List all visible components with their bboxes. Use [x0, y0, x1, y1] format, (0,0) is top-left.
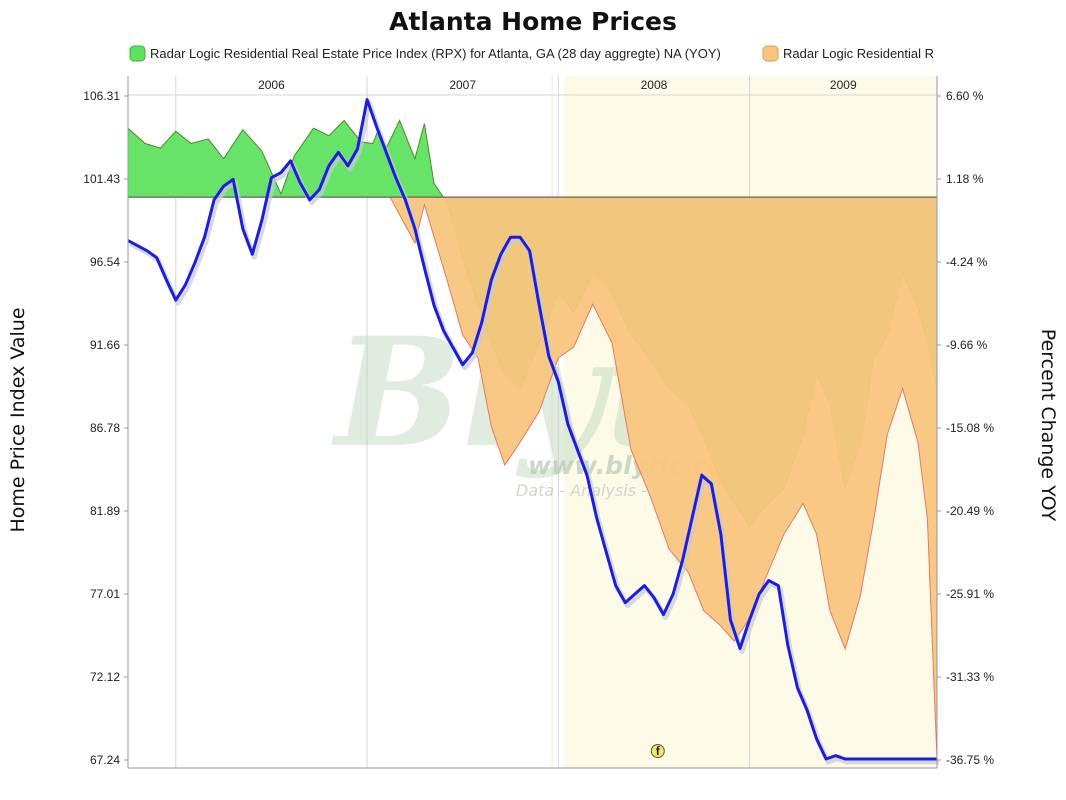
- right-tick-label: 1.18 %: [946, 172, 984, 186]
- area-series: [127, 119, 938, 761]
- left-tick-label: 96.54: [90, 255, 120, 269]
- tick-labels: 106.31 101.43 96.54 91.66 86.78 81.89 77.01 72.…: [83, 89, 994, 767]
- right-tick-label: -31.33 %: [946, 670, 994, 684]
- legend-label-orange[interactable]: Radar Logic Residential R: [783, 46, 934, 61]
- event-marker-circle[interactable]: [650, 744, 665, 758]
- line-series-home-price: [127, 98, 937, 761]
- chart-title: Atlanta Home Prices: [389, 7, 677, 36]
- y-axis-right-label: Percent Change YOY: [1037, 329, 1059, 522]
- left-tick-label: 101.43: [83, 172, 120, 186]
- legend: Radar Logic Residential Real Estate Pric…: [129, 45, 934, 62]
- left-tick-label: 81.89: [90, 504, 120, 518]
- area-series-orange: [389, 196, 938, 761]
- event-marker-label[interactable]: f: [656, 744, 661, 758]
- right-tick-label: -20.49 %: [946, 504, 994, 518]
- y-axis-left-label: Home Price Index Value: [7, 307, 29, 532]
- x-tick-label-2007: 2007: [449, 78, 476, 92]
- line-series: [127, 98, 939, 765]
- left-tick-label: 86.78: [90, 421, 120, 435]
- left-tick-label: 67.24: [90, 753, 120, 767]
- axes: [127, 76, 938, 769]
- x-tick-label-2009: 2009: [830, 78, 857, 92]
- legend-label-green[interactable]: Radar Logic Residential Real Estate Pric…: [150, 46, 721, 61]
- x-tick-labels: 2006 2007 2008 2009: [258, 78, 857, 92]
- right-tick-label: -4.24 %: [946, 255, 988, 269]
- left-tick-label: 91.66: [90, 338, 120, 352]
- left-tick-label: 72.12: [90, 670, 120, 684]
- left-tick-label: 77.01: [90, 587, 120, 601]
- event-marker[interactable]: f: [650, 744, 665, 758]
- right-tick-label: -25.91 %: [946, 587, 994, 601]
- x-tick-label-2006: 2006: [258, 78, 285, 92]
- right-tick-label: -36.75 %: [946, 753, 994, 767]
- right-tick-label: 6.60 %: [946, 89, 984, 103]
- right-tick-label: -9.66 %: [946, 338, 988, 352]
- left-tick-label: 106.31: [83, 89, 120, 103]
- legend-swatch-orange[interactable]: [762, 45, 779, 62]
- right-tick-label: -15.08 %: [946, 421, 994, 435]
- x-tick-label-2008: 2008: [641, 78, 668, 92]
- legend-swatch-green[interactable]: [129, 45, 146, 62]
